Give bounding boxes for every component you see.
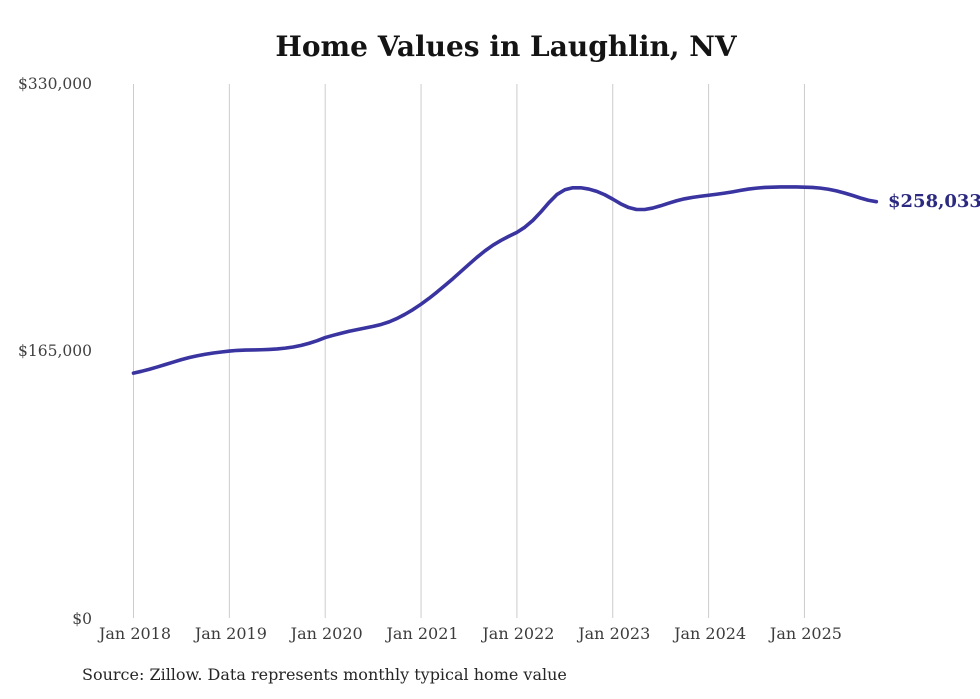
x-axis-tick-jan-2018: Jan 2018	[98, 624, 172, 643]
x-axis-tick-jan-2025: Jan 2025	[769, 624, 842, 643]
source-note: Source: Zillow. Data represents monthly …	[82, 665, 567, 684]
latest-value-label: $258,033	[888, 190, 980, 212]
chart-title: Home Values in Laughlin, NV	[275, 30, 737, 63]
x-axis-tick-jan-2021: Jan 2021	[386, 624, 459, 643]
y-axis-tick-165000: $165,000	[18, 342, 92, 360]
y-axis-tick-330000: $330,000	[18, 75, 92, 93]
home-value-line	[131, 185, 879, 375]
x-axis-tick-jan-2020: Jan 2020	[290, 624, 363, 643]
x-axis-tick-jan-2019: Jan 2019	[194, 624, 267, 643]
x-axis-tick-jan-2023: Jan 2023	[578, 624, 651, 643]
x-axis-tick-jan-2022: Jan 2022	[482, 624, 555, 643]
x-axis-tick-jan-2024: Jan 2024	[674, 624, 747, 643]
y-axis-tick-0: $0	[72, 610, 92, 628]
